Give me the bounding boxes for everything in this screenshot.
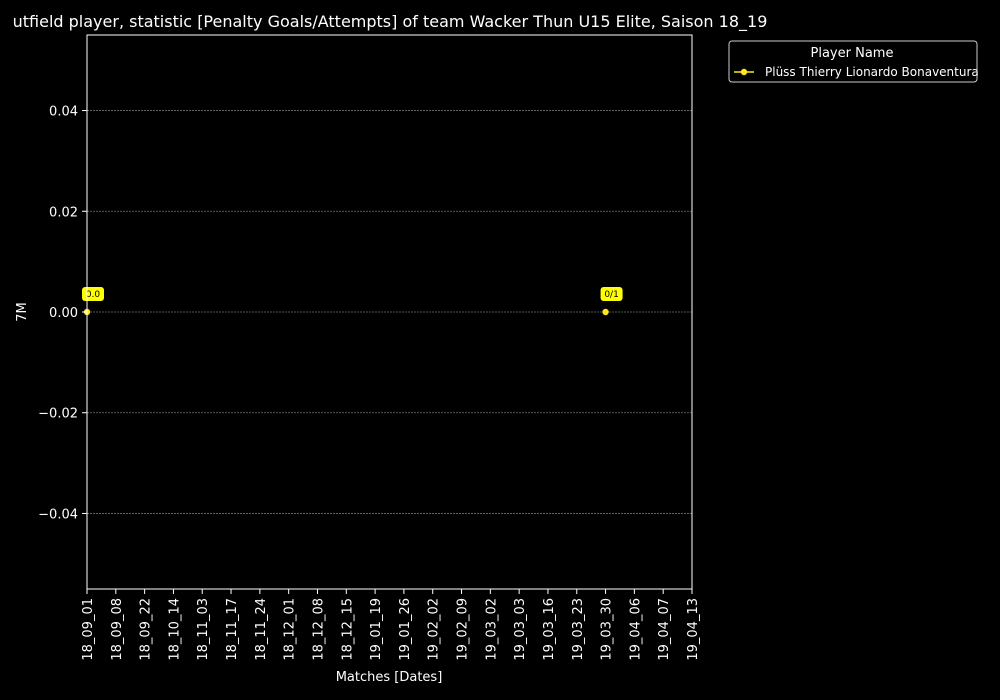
x-tick-label: 19_02_09 bbox=[456, 598, 471, 661]
legend-dot-marker bbox=[740, 68, 748, 76]
legend-box bbox=[728, 40, 978, 83]
grid-lines bbox=[87, 110, 692, 514]
x-tick-label: 19_02_02 bbox=[427, 598, 442, 661]
x-tick-label: 19_01_26 bbox=[398, 598, 413, 661]
x-tick-label: 18_09_22 bbox=[139, 598, 154, 661]
x-tick-label: 18_11_24 bbox=[254, 598, 269, 661]
series-layer: 0.0 0/1 bbox=[82, 287, 623, 316]
x-tick-label: 19_03_23 bbox=[571, 598, 586, 661]
x-tick-label: 18_10_14 bbox=[167, 598, 182, 661]
x-tick-label: 18_12_15 bbox=[340, 598, 355, 661]
legend-entry-label: Plüss Thierry Lionardo Bonaventura bbox=[765, 65, 979, 79]
x-axis-label: Matches [Dates] bbox=[336, 670, 443, 685]
y-tick-label: 0.04 bbox=[49, 105, 78, 120]
x-tick-label: 19_03_16 bbox=[542, 598, 557, 661]
x-tick-label: 18_09_08 bbox=[110, 598, 125, 661]
x-tick-label: 18_12_08 bbox=[311, 598, 326, 661]
y-tick-label: 0.00 bbox=[49, 306, 78, 321]
x-tick-label: 18_11_17 bbox=[225, 598, 240, 661]
x-tick-label: 19_03_30 bbox=[600, 598, 615, 661]
x-tick-label: 19_04_13 bbox=[686, 598, 701, 661]
x-tick-label: 18_12_01 bbox=[283, 598, 298, 661]
data-point bbox=[602, 308, 609, 316]
annotation-label: 0/1 bbox=[604, 290, 618, 300]
annotation-label: 0.0 bbox=[86, 290, 101, 300]
chart-title: utfield player, statistic [Penalty Goals… bbox=[13, 12, 768, 32]
x-tick-label: 19_03_02 bbox=[484, 598, 499, 661]
x-tick-label: 19_01_19 bbox=[369, 598, 384, 661]
y-tick-label: −0.04 bbox=[38, 507, 78, 522]
x-tick-label: 18_09_01 bbox=[81, 598, 96, 661]
y-tick-label: 0.02 bbox=[49, 205, 78, 220]
x-tick-label: 19_04_06 bbox=[628, 598, 643, 661]
x-axis: 18_09_01 18_09_08 18_09_22 18_10_14 18_11_03… bbox=[81, 589, 701, 661]
y-axis-label: 7M bbox=[15, 302, 30, 322]
y-axis: −0.04 −0.02 0.00 0.02 0.04 bbox=[38, 105, 87, 522]
annotation-box bbox=[600, 287, 623, 301]
x-tick-label: 19_04_07 bbox=[657, 598, 672, 661]
legend: Player Name Plüss Thierry Lionardo Bonav… bbox=[728, 40, 979, 83]
x-tick-label: 18_11_03 bbox=[196, 598, 211, 661]
x-tick-label: 19_03_03 bbox=[513, 598, 528, 661]
y-tick-label: −0.02 bbox=[38, 407, 78, 422]
legend-title: Player Name bbox=[811, 46, 894, 61]
